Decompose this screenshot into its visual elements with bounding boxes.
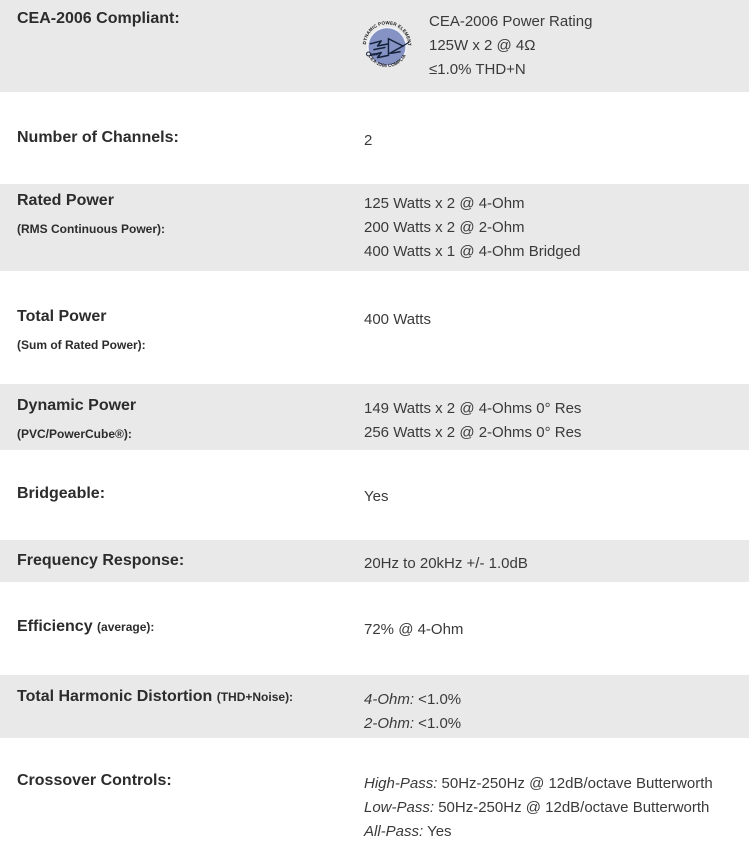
svg-text:CEA: CEA bbox=[371, 53, 379, 57]
